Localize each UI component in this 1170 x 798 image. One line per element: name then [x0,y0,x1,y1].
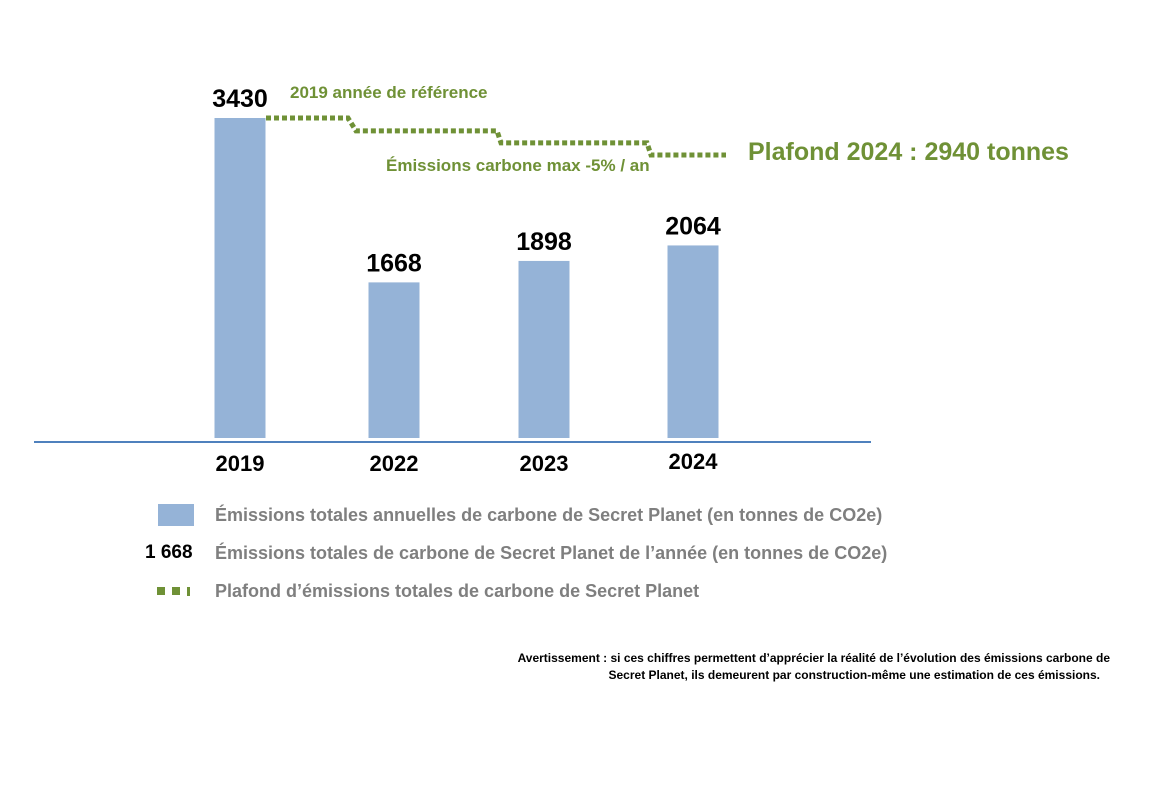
bar-2024 [667,245,719,438]
disclaimer-line-2: Secret Planet, ils demeurent par constru… [608,668,1101,682]
data-label-2024: 2064 [665,212,721,240]
x-tick-2023: 2023 [520,451,569,476]
labels-layer: 3430 2019 1668 2022 1898 2023 2064 2024 [212,85,721,476]
reduction-annotation: Émissions carbone max -5% / an [386,156,650,175]
cap-line [266,115,726,158]
data-label-2019: 3430 [212,85,268,113]
x-tick-2019: 2019 [216,451,265,476]
bar-2022 [368,282,420,438]
bar-2023 [518,260,570,438]
ceiling-annotation: Plafond 2024 : 2940 tonnes [748,138,1069,166]
bars-layer [214,118,719,438]
disclaimer-line-1: Avertissement : si ces chiffres permette… [517,651,1110,665]
data-label-2022: 1668 [366,249,422,277]
cap-step-line [266,115,726,158]
x-tick-2024: 2024 [669,449,719,474]
x-tick-2022: 2022 [370,451,419,476]
disclaimer: Avertissement : si ces chiffres permette… [470,650,1110,684]
reference-year-annotation: 2019 année de référence [290,83,488,102]
data-label-2023: 1898 [516,228,572,256]
bar-2019 [214,118,266,438]
